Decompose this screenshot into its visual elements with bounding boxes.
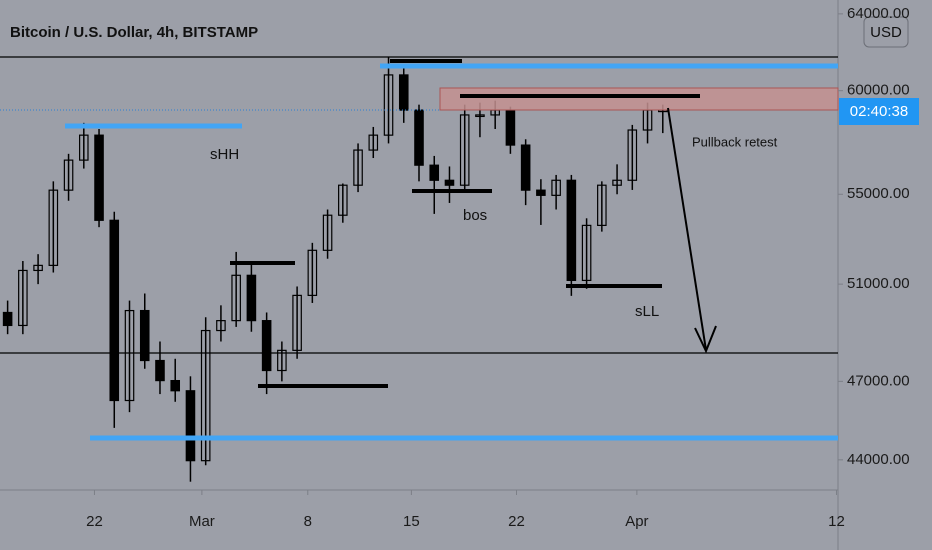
candle-body bbox=[551, 179, 561, 196]
countdown: 02:40:38 bbox=[850, 103, 908, 120]
candle-body bbox=[124, 309, 135, 402]
currency-button[interactable] bbox=[863, 16, 909, 48]
candle-body bbox=[185, 390, 196, 462]
y-tick-label: 47000.00 bbox=[847, 372, 910, 389]
candle-body bbox=[322, 214, 333, 251]
candle-body bbox=[353, 149, 363, 186]
candle-body bbox=[94, 134, 104, 221]
resistance-zone bbox=[439, 87, 839, 111]
candle-body bbox=[48, 189, 59, 266]
candle-body bbox=[520, 144, 531, 191]
candle-body bbox=[536, 189, 546, 196]
candle-body bbox=[307, 249, 318, 296]
x-tick-label: Apr bbox=[625, 513, 648, 530]
candle-body bbox=[368, 134, 379, 151]
x-tick-label: 8 bbox=[304, 513, 312, 530]
candle-body bbox=[627, 129, 638, 181]
y-tick-label: 55000.00 bbox=[847, 185, 910, 202]
candle-body bbox=[18, 269, 28, 327]
currency[interactable]: USD bbox=[870, 24, 902, 41]
candle-body bbox=[63, 159, 74, 191]
candle-body bbox=[33, 264, 43, 272]
arrow-head bbox=[694, 325, 717, 354]
countdown-box bbox=[839, 98, 919, 125]
candle-body bbox=[231, 274, 241, 322]
chart-title: Bitcoin / U.S. Dollar, 4h, BITSTAMP bbox=[10, 24, 258, 41]
candle-body bbox=[490, 109, 500, 116]
x-tick-label: 22 bbox=[508, 513, 525, 530]
candle-body bbox=[109, 219, 120, 402]
candle-body bbox=[581, 224, 592, 282]
candle-body bbox=[383, 74, 394, 136]
y-tick-label: 51000.00 bbox=[847, 275, 910, 292]
candle-body bbox=[459, 114, 470, 186]
candle-body bbox=[155, 359, 165, 382]
plot-area bbox=[2, 57, 668, 482]
annotation: bos bbox=[463, 207, 487, 224]
candle-body bbox=[2, 311, 13, 327]
candle-body bbox=[414, 109, 424, 166]
candle-body bbox=[642, 109, 653, 131]
candle-body bbox=[277, 349, 287, 372]
y-tick-label: 60000.00 bbox=[847, 82, 910, 99]
candle-body bbox=[216, 320, 226, 332]
y-tick-label: 44000.00 bbox=[847, 451, 910, 468]
candle-body bbox=[292, 294, 302, 351]
candle-body bbox=[200, 329, 211, 462]
candle-body bbox=[398, 74, 409, 111]
arrow bbox=[667, 107, 707, 351]
candle-body bbox=[612, 179, 622, 186]
x-tick-label: 12 bbox=[828, 513, 845, 530]
y-tick-label: 64000.00 bbox=[847, 5, 910, 22]
candle-body bbox=[338, 184, 348, 216]
candle-body bbox=[261, 320, 272, 372]
x-tick-label: 15 bbox=[403, 513, 420, 530]
x-tick-label: 22 bbox=[86, 513, 103, 530]
annotation: Pullback retest bbox=[692, 134, 778, 149]
candle-body bbox=[170, 379, 181, 392]
candle-body bbox=[79, 134, 89, 161]
candle-body bbox=[246, 274, 257, 322]
candle-body bbox=[139, 309, 150, 362]
annotation: sLL bbox=[635, 303, 659, 320]
candle-body bbox=[566, 179, 577, 282]
candle-body bbox=[475, 114, 485, 118]
annotation: sHH bbox=[210, 146, 239, 163]
candle-body bbox=[597, 184, 607, 226]
candle-body bbox=[429, 164, 440, 181]
candle-body bbox=[505, 109, 516, 146]
x-tick-label: Mar bbox=[189, 513, 215, 530]
candle-body bbox=[444, 179, 455, 186]
